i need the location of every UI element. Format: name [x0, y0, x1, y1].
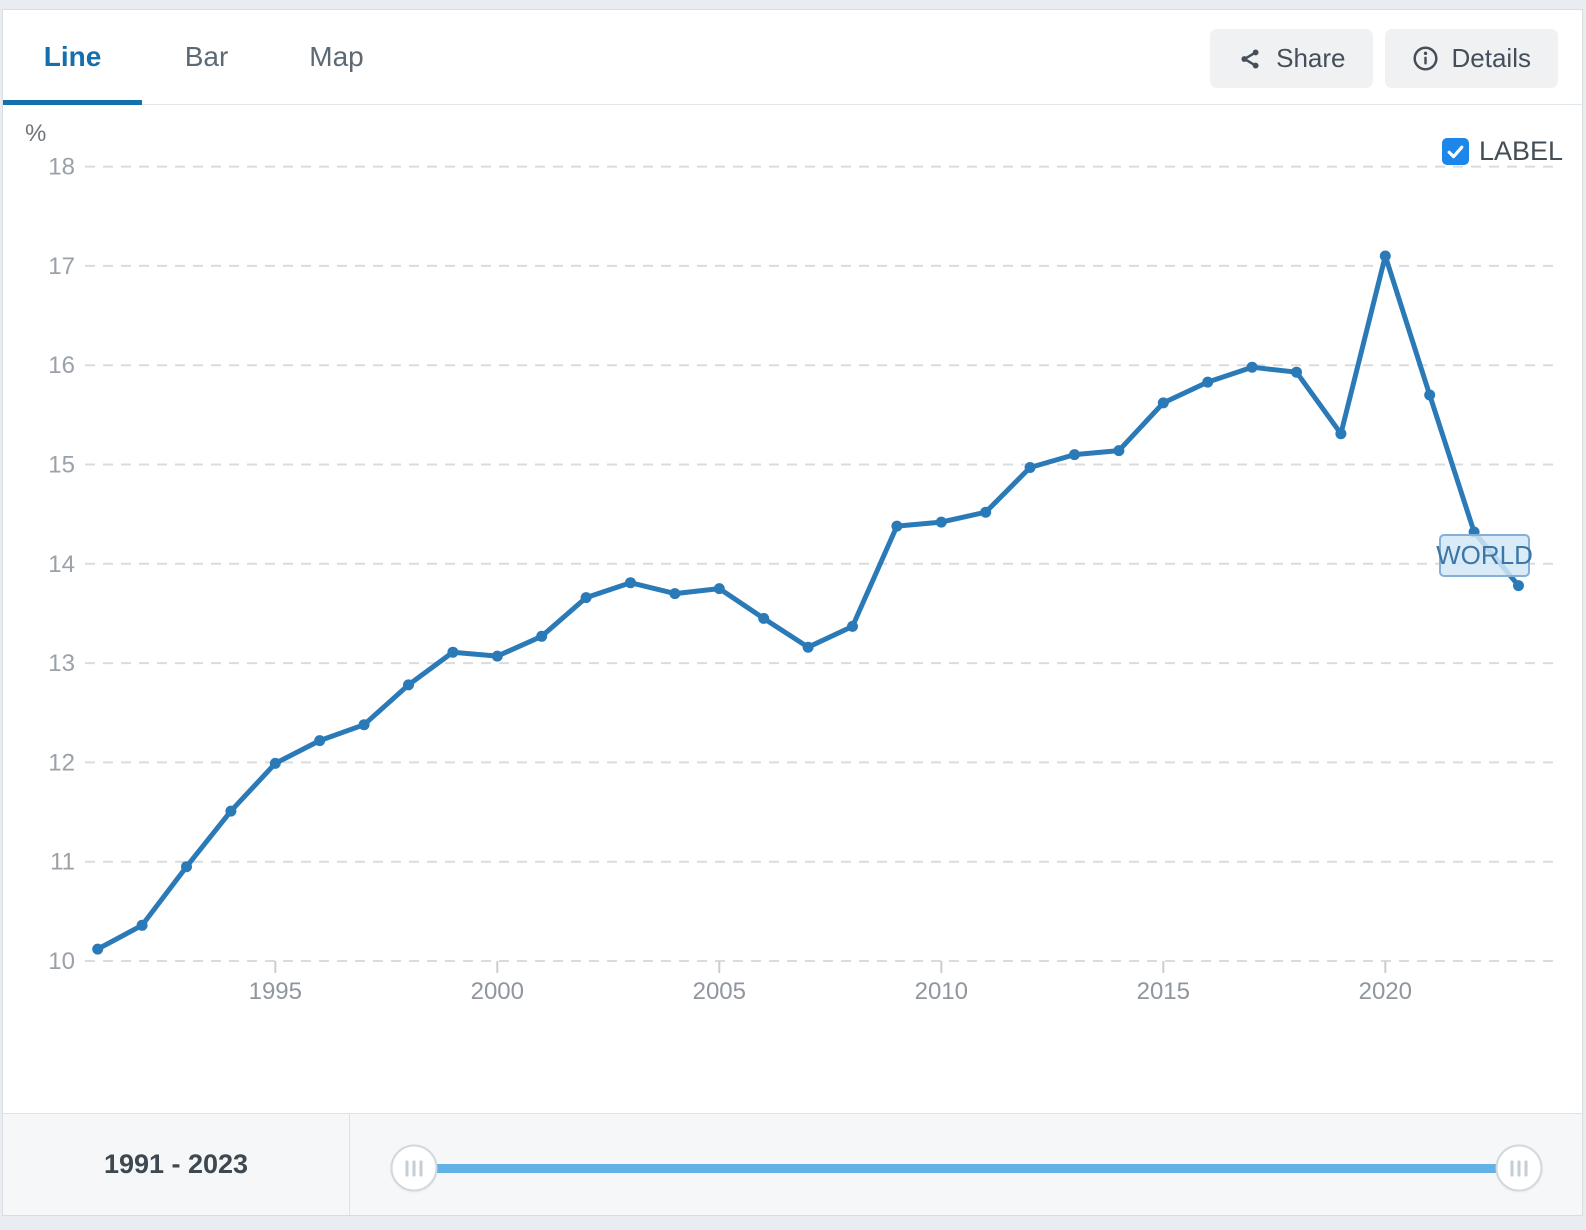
data-point-1999[interactable] [447, 646, 459, 658]
data-point-2014[interactable] [1113, 445, 1125, 457]
x-axis-tick-label: 2005 [693, 978, 746, 1005]
data-point-2007[interactable] [802, 641, 814, 653]
data-point-2003[interactable] [625, 577, 636, 589]
tab-bar-label: Bar [184, 41, 229, 72]
y-axis-tick-label: 14 [48, 551, 75, 578]
y-axis-tick-label: 11 [50, 849, 75, 876]
data-point-2009[interactable] [891, 520, 903, 532]
chart-header: Line Bar Map Share [3, 10, 1582, 105]
data-point-2012[interactable] [1024, 462, 1036, 473]
data-point-2008[interactable] [847, 620, 858, 632]
chart-type-tabs: Line Bar Map [3, 10, 402, 105]
data-point-1997[interactable] [358, 719, 370, 731]
series-line-world [95, 253, 1521, 952]
tab-bar[interactable]: Bar [142, 10, 271, 104]
tab-line-label: Line [43, 41, 102, 72]
data-point-2011[interactable] [980, 506, 992, 518]
share-button[interactable]: Share [1210, 29, 1373, 88]
y-axis-tick-label: 13 [48, 650, 75, 677]
data-point-2015[interactable] [1157, 397, 1169, 409]
slider-handle-end[interactable] [1495, 1144, 1543, 1192]
tab-map-label: Map [309, 41, 364, 72]
x-axis-tick-label: 2010 [915, 978, 968, 1005]
info-icon [1412, 45, 1439, 72]
data-point-2020[interactable] [1379, 250, 1391, 262]
details-button[interactable]: Details [1384, 29, 1558, 88]
details-button-label: Details [1451, 43, 1531, 73]
data-point-2002[interactable] [580, 592, 592, 604]
grip-icon [419, 1160, 423, 1176]
label-toggle: LABEL [1442, 136, 1563, 167]
time-range-bar: 1991 - 2023 [3, 1113, 1582, 1215]
line-chart-canvas[interactable]: 10 11 12 13 14 15 16 17 18% 1995 2000 2005 2010 2015 2… [3, 10, 1582, 1215]
data-point-1994[interactable] [225, 805, 237, 817]
y-axis-tick-label: 18 [48, 154, 75, 181]
data-point-2004[interactable] [669, 588, 681, 600]
data-point-2021[interactable] [1424, 389, 1436, 401]
y-axis-tick-label: 15 [48, 452, 75, 479]
x-axis-tick-label: 2000 [471, 978, 524, 1005]
data-point-2013[interactable] [1069, 449, 1080, 461]
time-range-label: 1991 - 2023 [3, 1114, 350, 1215]
slider-track[interactable] [414, 1164, 1519, 1173]
share-icon [1237, 46, 1263, 72]
grip-icon [1524, 1160, 1528, 1176]
grip-icon [1510, 1160, 1514, 1176]
data-point-2001[interactable] [536, 630, 548, 642]
data-point-1996[interactable] [314, 735, 326, 747]
grip-icon [1517, 1160, 1521, 1176]
data-point-2017[interactable] [1246, 361, 1258, 373]
y-axis-tick-label: 17 [48, 253, 75, 280]
label-checkbox-text: LABEL [1479, 136, 1564, 166]
label-checkbox[interactable] [1442, 138, 1469, 165]
data-point-1991[interactable] [92, 943, 104, 955]
data-point-2006[interactable] [758, 612, 770, 624]
y-axis-tick-label: 16 [48, 352, 75, 379]
data-point-2023[interactable] [1513, 580, 1524, 592]
data-point-2019[interactable] [1335, 428, 1347, 440]
data-point-2000[interactable] [491, 650, 503, 662]
chart-card: 10 11 12 13 14 15 16 17 18% 1995 2000 2005 2010 2015 2… [2, 9, 1583, 1216]
series-label-world[interactable]: WORLD [1436, 534, 1533, 577]
x-axis-tick-label: 2015 [1137, 978, 1190, 1005]
x-axis-tick-label: 1995 [249, 978, 302, 1005]
share-button-label: Share [1276, 43, 1346, 73]
slider-handle-start[interactable] [390, 1144, 438, 1192]
grip-icon [412, 1160, 416, 1176]
checkmark-icon [1447, 145, 1464, 159]
data-point-1992[interactable] [136, 919, 148, 931]
y-axis-unit-label: % [25, 120, 46, 147]
time-range-slider [350, 1114, 1582, 1215]
y-axis-tick-label: 10 [48, 948, 75, 975]
header-actions: Share Details [1210, 29, 1558, 88]
tab-line[interactable]: Line [3, 10, 142, 105]
data-point-2010[interactable] [935, 516, 947, 528]
grip-icon [405, 1160, 409, 1176]
tab-map[interactable]: Map [271, 10, 402, 104]
data-point-1995[interactable] [269, 757, 281, 769]
y-axis-tick-label: 12 [48, 749, 75, 776]
data-point-1993[interactable] [181, 861, 192, 873]
data-point-2005[interactable] [713, 583, 725, 595]
data-point-2018[interactable] [1291, 366, 1302, 378]
data-point-2016[interactable] [1202, 376, 1214, 388]
x-axis-tick-label: 2020 [1359, 978, 1412, 1005]
data-point-1998[interactable] [403, 679, 414, 691]
